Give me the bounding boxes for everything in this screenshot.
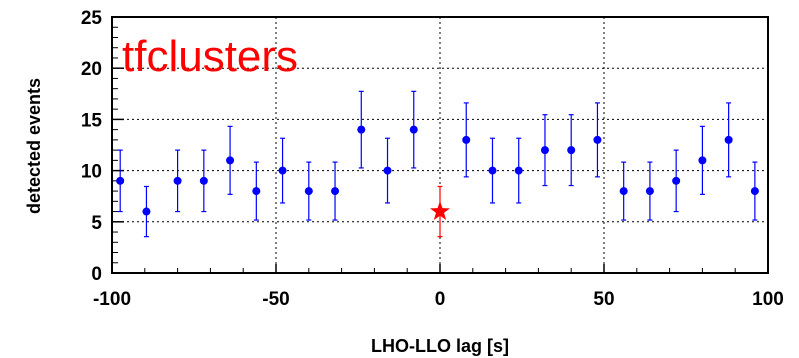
data-point	[724, 135, 733, 144]
x-tick-label: 0	[435, 289, 446, 310]
data-point	[514, 166, 523, 175]
y-tick-label: 15	[81, 110, 103, 131]
data-point	[252, 187, 261, 196]
data-point	[567, 146, 576, 155]
data-points	[116, 90, 759, 238]
y-tick-label: 25	[81, 8, 103, 29]
x-axis-title: LHO-LLO lag [s]	[371, 336, 509, 356]
data-point	[116, 176, 125, 185]
data-point	[619, 187, 628, 196]
data-point	[199, 176, 208, 185]
plot-frame	[111, 16, 769, 274]
data-point	[331, 187, 340, 196]
x-tick-label: 50	[593, 289, 614, 310]
data-point	[142, 207, 151, 216]
data-point	[645, 187, 654, 196]
data-point	[698, 156, 707, 165]
data-point	[304, 187, 313, 196]
data-point	[593, 135, 602, 144]
grid-lines	[112, 17, 768, 273]
data-point	[488, 166, 497, 175]
chart-annotation: tfclusters	[122, 32, 298, 81]
data-point-star	[430, 201, 450, 221]
x-tick-label: 100	[752, 289, 784, 310]
y-tick-label: 5	[91, 213, 102, 234]
data-point	[226, 156, 235, 165]
x-tick-label: -100	[93, 289, 131, 310]
y-tick-label: 0	[91, 264, 102, 285]
data-point	[383, 166, 392, 175]
data-point	[540, 146, 549, 155]
data-point	[278, 166, 287, 175]
y-tick-label: 10	[81, 162, 102, 183]
x-tick-label: -50	[262, 289, 289, 310]
tick-labels: -100 -50 0 50 100 0 5 10 15 20 25	[81, 8, 784, 310]
data-point	[357, 125, 366, 134]
data-point	[750, 187, 759, 196]
data-point	[173, 176, 182, 185]
y-axis-title: detected events	[24, 78, 44, 214]
data-point	[409, 125, 418, 134]
data-point	[672, 176, 681, 185]
data-point	[462, 135, 471, 144]
y-tick-label: 20	[81, 59, 102, 80]
